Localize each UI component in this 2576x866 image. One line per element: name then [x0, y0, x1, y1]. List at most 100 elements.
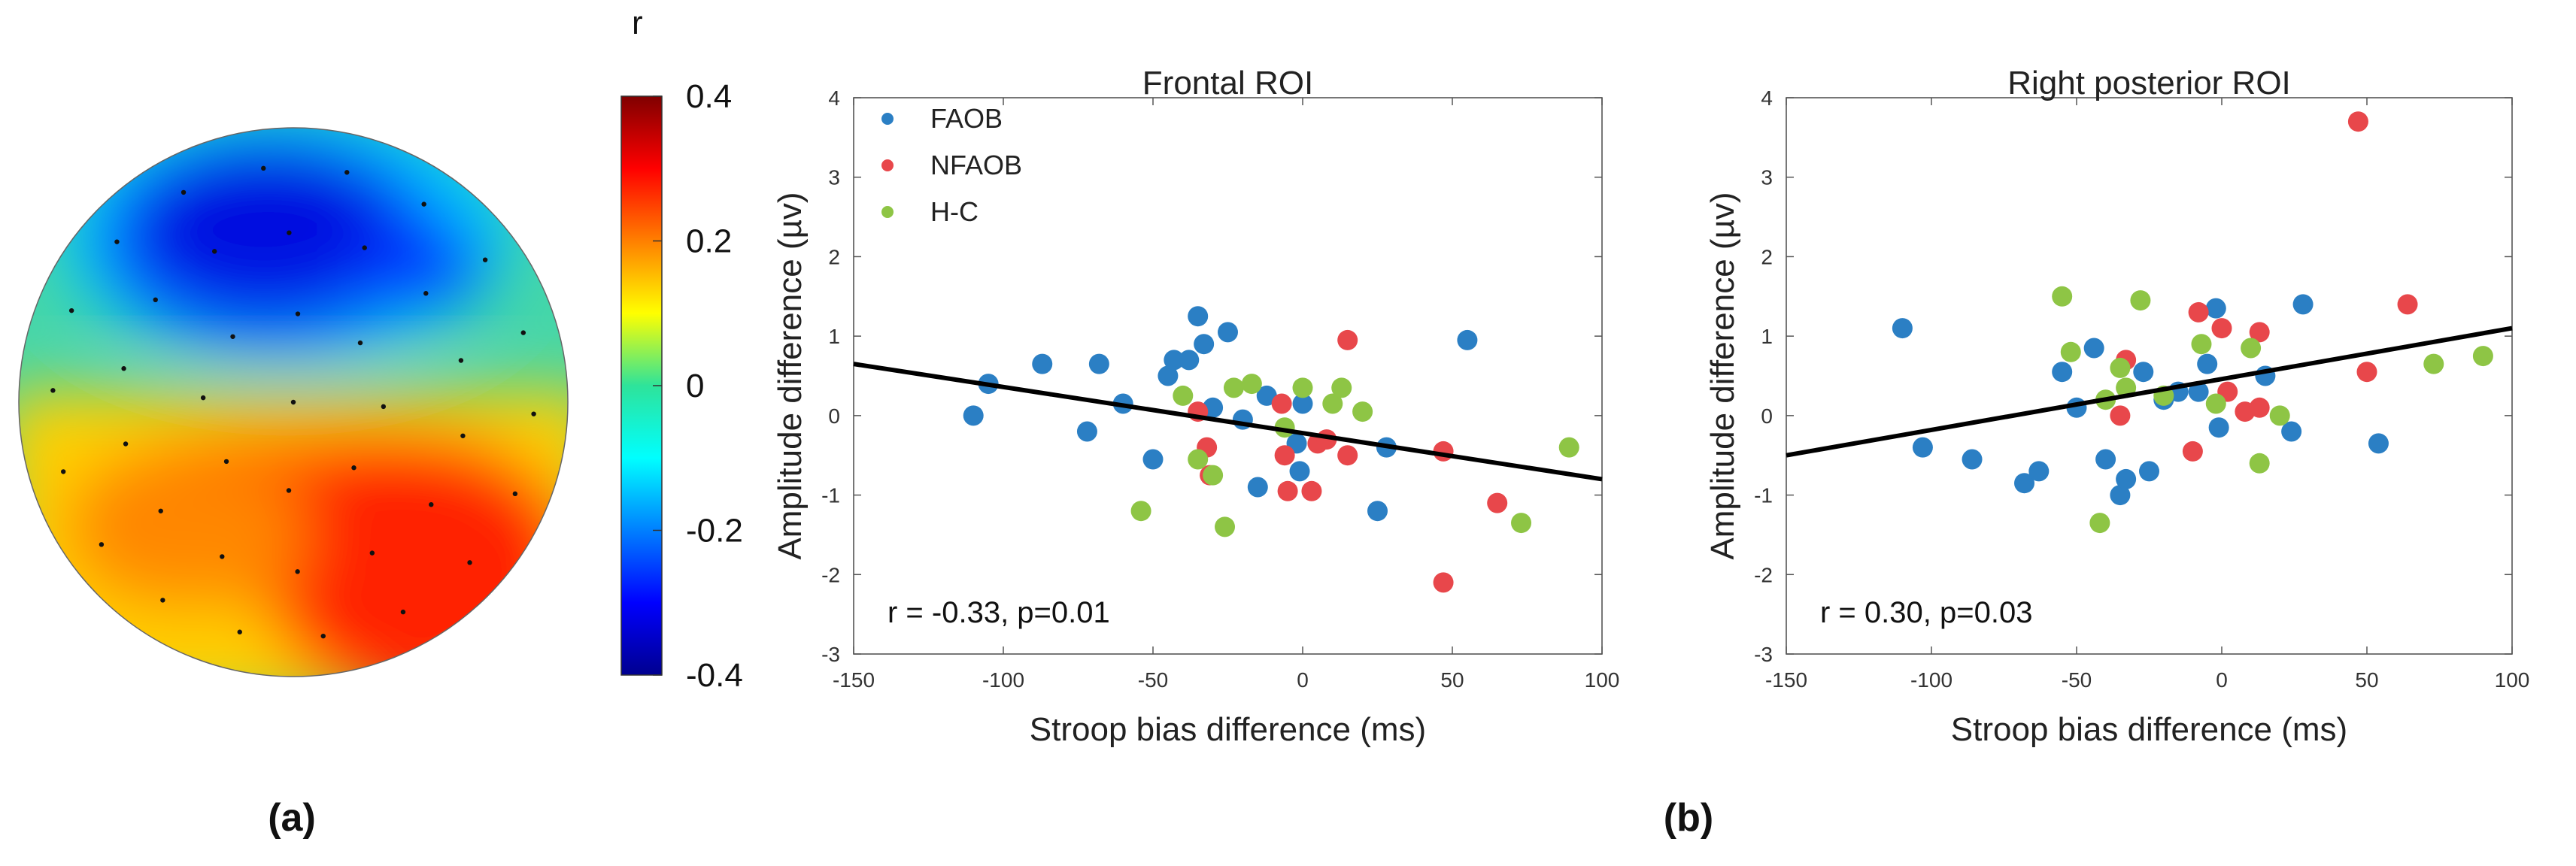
data-point-nfaob: [1274, 445, 1295, 466]
electrode-dot: [153, 297, 158, 303]
electrode-dot: [362, 245, 367, 250]
data-point-nfaob: [2347, 111, 2368, 132]
data-point-faob: [2116, 468, 2137, 489]
x-tick-label: 50: [1440, 668, 1464, 692]
data-point-nfaob: [1337, 329, 1358, 350]
data-point-nfaob: [2211, 318, 2232, 339]
electrode-dot: [400, 609, 406, 615]
electrode-dot: [287, 230, 292, 235]
data-point-h-c: [2241, 338, 2262, 359]
data-point-nfaob: [2249, 397, 2270, 418]
y-tick-label: -3: [1754, 643, 1773, 666]
data-point-faob: [1892, 318, 1913, 339]
panel-label-a: (a): [268, 796, 316, 840]
data-point-faob: [2014, 473, 2035, 494]
data-point-faob: [2208, 417, 2229, 438]
x-tick-label: -150: [1765, 668, 1807, 692]
data-point-h-c: [1511, 513, 1532, 534]
data-point-h-c: [1331, 377, 1352, 398]
colorbar-tick-label: 0.2: [686, 223, 732, 260]
data-point-nfaob: [2188, 301, 2209, 322]
data-point-faob: [1912, 437, 1933, 458]
data-point-faob: [1289, 461, 1310, 482]
y-tick-label: 4: [828, 86, 840, 110]
data-point-faob: [1142, 449, 1164, 470]
data-point-nfaob: [2182, 441, 2203, 462]
data-point-h-c: [2249, 453, 2270, 474]
data-point-h-c: [1292, 377, 1313, 398]
electrode-dot: [290, 399, 296, 405]
topographic-map: [18, 127, 569, 677]
electrode-dot: [520, 330, 526, 335]
y-tick-label: 0: [1761, 404, 1773, 428]
electrode-dot: [200, 395, 206, 401]
data-point-faob: [2292, 294, 2314, 315]
data-point-faob: [1962, 449, 1983, 470]
data-point-faob: [1292, 393, 1313, 414]
electrode-dot: [467, 560, 472, 565]
data-point-faob: [1256, 385, 1277, 406]
correlation-annotation: r = 0.30, p=0.03: [1820, 596, 2032, 629]
data-point-h-c: [1223, 377, 1244, 398]
data-point-h-c: [2130, 290, 2151, 311]
data-point-h-c: [2269, 405, 2290, 426]
data-point-h-c: [2089, 513, 2110, 534]
electrode-dot: [381, 404, 387, 410]
electrode-dot: [61, 469, 66, 474]
y-tick-label: -1: [821, 484, 840, 507]
data-point-faob: [1032, 353, 1053, 374]
data-point-faob: [1158, 365, 1179, 386]
legend-marker: [881, 159, 894, 171]
colorbar-tick-label: 0.4: [686, 78, 732, 115]
electrode-dot: [460, 433, 466, 438]
data-point-faob: [1088, 353, 1109, 374]
head-outline: [18, 127, 569, 677]
data-point-faob: [2028, 461, 2050, 482]
electrode-dot: [357, 340, 363, 346]
data-point-nfaob: [2356, 362, 2377, 383]
electrode-dot: [286, 488, 292, 493]
electrode-dot: [421, 201, 426, 207]
electrode-dot: [261, 165, 266, 171]
electrode-dot: [160, 598, 165, 603]
colorbar-tick-label: -0.4: [686, 657, 743, 694]
colorbar-tick-label: -0.2: [686, 513, 743, 550]
electrode-dot: [158, 508, 163, 513]
data-point-faob: [2052, 362, 2073, 383]
data-point-faob: [1179, 350, 1200, 371]
colorbar-tick-label: 0: [686, 368, 704, 404]
colorbar-title: r: [632, 5, 643, 41]
regression-line: [853, 362, 1603, 482]
data-point-faob: [2139, 461, 2159, 482]
data-point-h-c: [1173, 385, 1194, 406]
electrode-dot: [295, 569, 300, 574]
electrode-dot: [121, 366, 126, 371]
y-axis-label: Amplitude difference (µv): [772, 192, 809, 559]
x-tick-label: 100: [2495, 668, 2530, 692]
data-point-nfaob: [1433, 572, 1454, 593]
y-tick-label: 1: [1761, 325, 1773, 348]
data-point-faob: [2197, 353, 2218, 374]
data-point-h-c: [1130, 501, 1151, 522]
data-point-faob: [2095, 449, 2116, 470]
x-axis-label: Stroop bias difference (ms): [1951, 711, 2347, 748]
chart-title: Frontal ROI: [1142, 65, 1313, 101]
data-point-faob: [2205, 298, 2226, 319]
data-point-h-c: [1188, 449, 1209, 470]
y-tick-label: -2: [821, 563, 840, 586]
electrode-dot: [423, 291, 429, 296]
data-point-h-c: [1352, 401, 1373, 422]
data-point-nfaob: [1301, 480, 1322, 501]
data-point-nfaob: [1487, 492, 1508, 513]
data-point-faob: [963, 405, 984, 426]
x-tick-label: -100: [1910, 668, 1952, 692]
electrode-dot: [295, 311, 301, 316]
y-tick-label: 2: [828, 245, 840, 268]
electrode-dot: [50, 388, 56, 393]
data-point-h-c: [2110, 357, 2131, 378]
data-point-h-c: [2423, 353, 2444, 374]
panel-label-b: (b): [1664, 796, 1713, 840]
data-point-faob: [1247, 477, 1268, 498]
plot-frame: [853, 97, 1603, 655]
electrode-dot: [369, 550, 375, 556]
